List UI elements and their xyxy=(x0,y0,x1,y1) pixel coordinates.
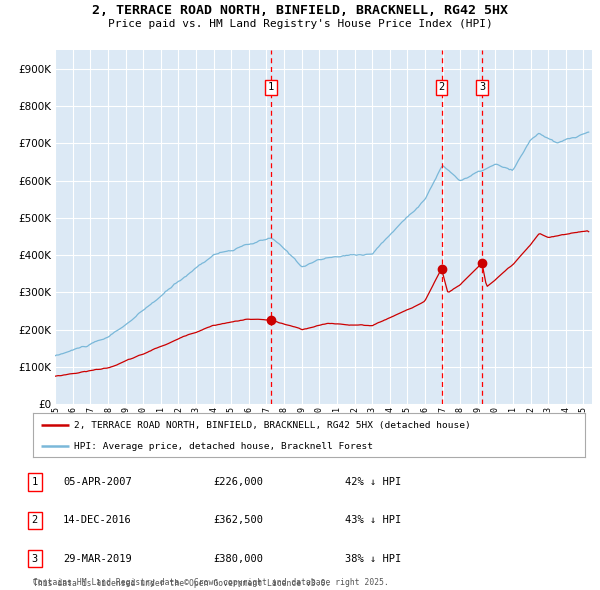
Text: £226,000: £226,000 xyxy=(213,477,263,487)
Text: 2: 2 xyxy=(439,83,445,93)
Text: 29-MAR-2019: 29-MAR-2019 xyxy=(63,554,132,563)
Text: This data is licensed under the Open Government Licence v3.0.: This data is licensed under the Open Gov… xyxy=(33,579,331,588)
Text: 14-DEC-2016: 14-DEC-2016 xyxy=(63,516,132,525)
Text: 42% ↓ HPI: 42% ↓ HPI xyxy=(345,477,401,487)
Text: 05-APR-2007: 05-APR-2007 xyxy=(63,477,132,487)
Text: £380,000: £380,000 xyxy=(213,554,263,563)
Text: 3: 3 xyxy=(479,83,485,93)
Text: 2, TERRACE ROAD NORTH, BINFIELD, BRACKNELL, RG42 5HX: 2, TERRACE ROAD NORTH, BINFIELD, BRACKNE… xyxy=(92,4,508,17)
Text: £362,500: £362,500 xyxy=(213,516,263,525)
Text: Contains HM Land Registry data © Crown copyright and database right 2025.: Contains HM Land Registry data © Crown c… xyxy=(33,578,389,587)
Text: 1: 1 xyxy=(268,83,274,93)
Text: 2, TERRACE ROAD NORTH, BINFIELD, BRACKNELL, RG42 5HX (detached house): 2, TERRACE ROAD NORTH, BINFIELD, BRACKNE… xyxy=(74,421,471,430)
Text: 38% ↓ HPI: 38% ↓ HPI xyxy=(345,554,401,563)
Text: 3: 3 xyxy=(32,554,38,563)
Text: 1: 1 xyxy=(32,477,38,487)
Text: Price paid vs. HM Land Registry's House Price Index (HPI): Price paid vs. HM Land Registry's House … xyxy=(107,19,493,29)
Text: 43% ↓ HPI: 43% ↓ HPI xyxy=(345,516,401,525)
Text: HPI: Average price, detached house, Bracknell Forest: HPI: Average price, detached house, Brac… xyxy=(74,442,373,451)
Text: 2: 2 xyxy=(32,516,38,525)
